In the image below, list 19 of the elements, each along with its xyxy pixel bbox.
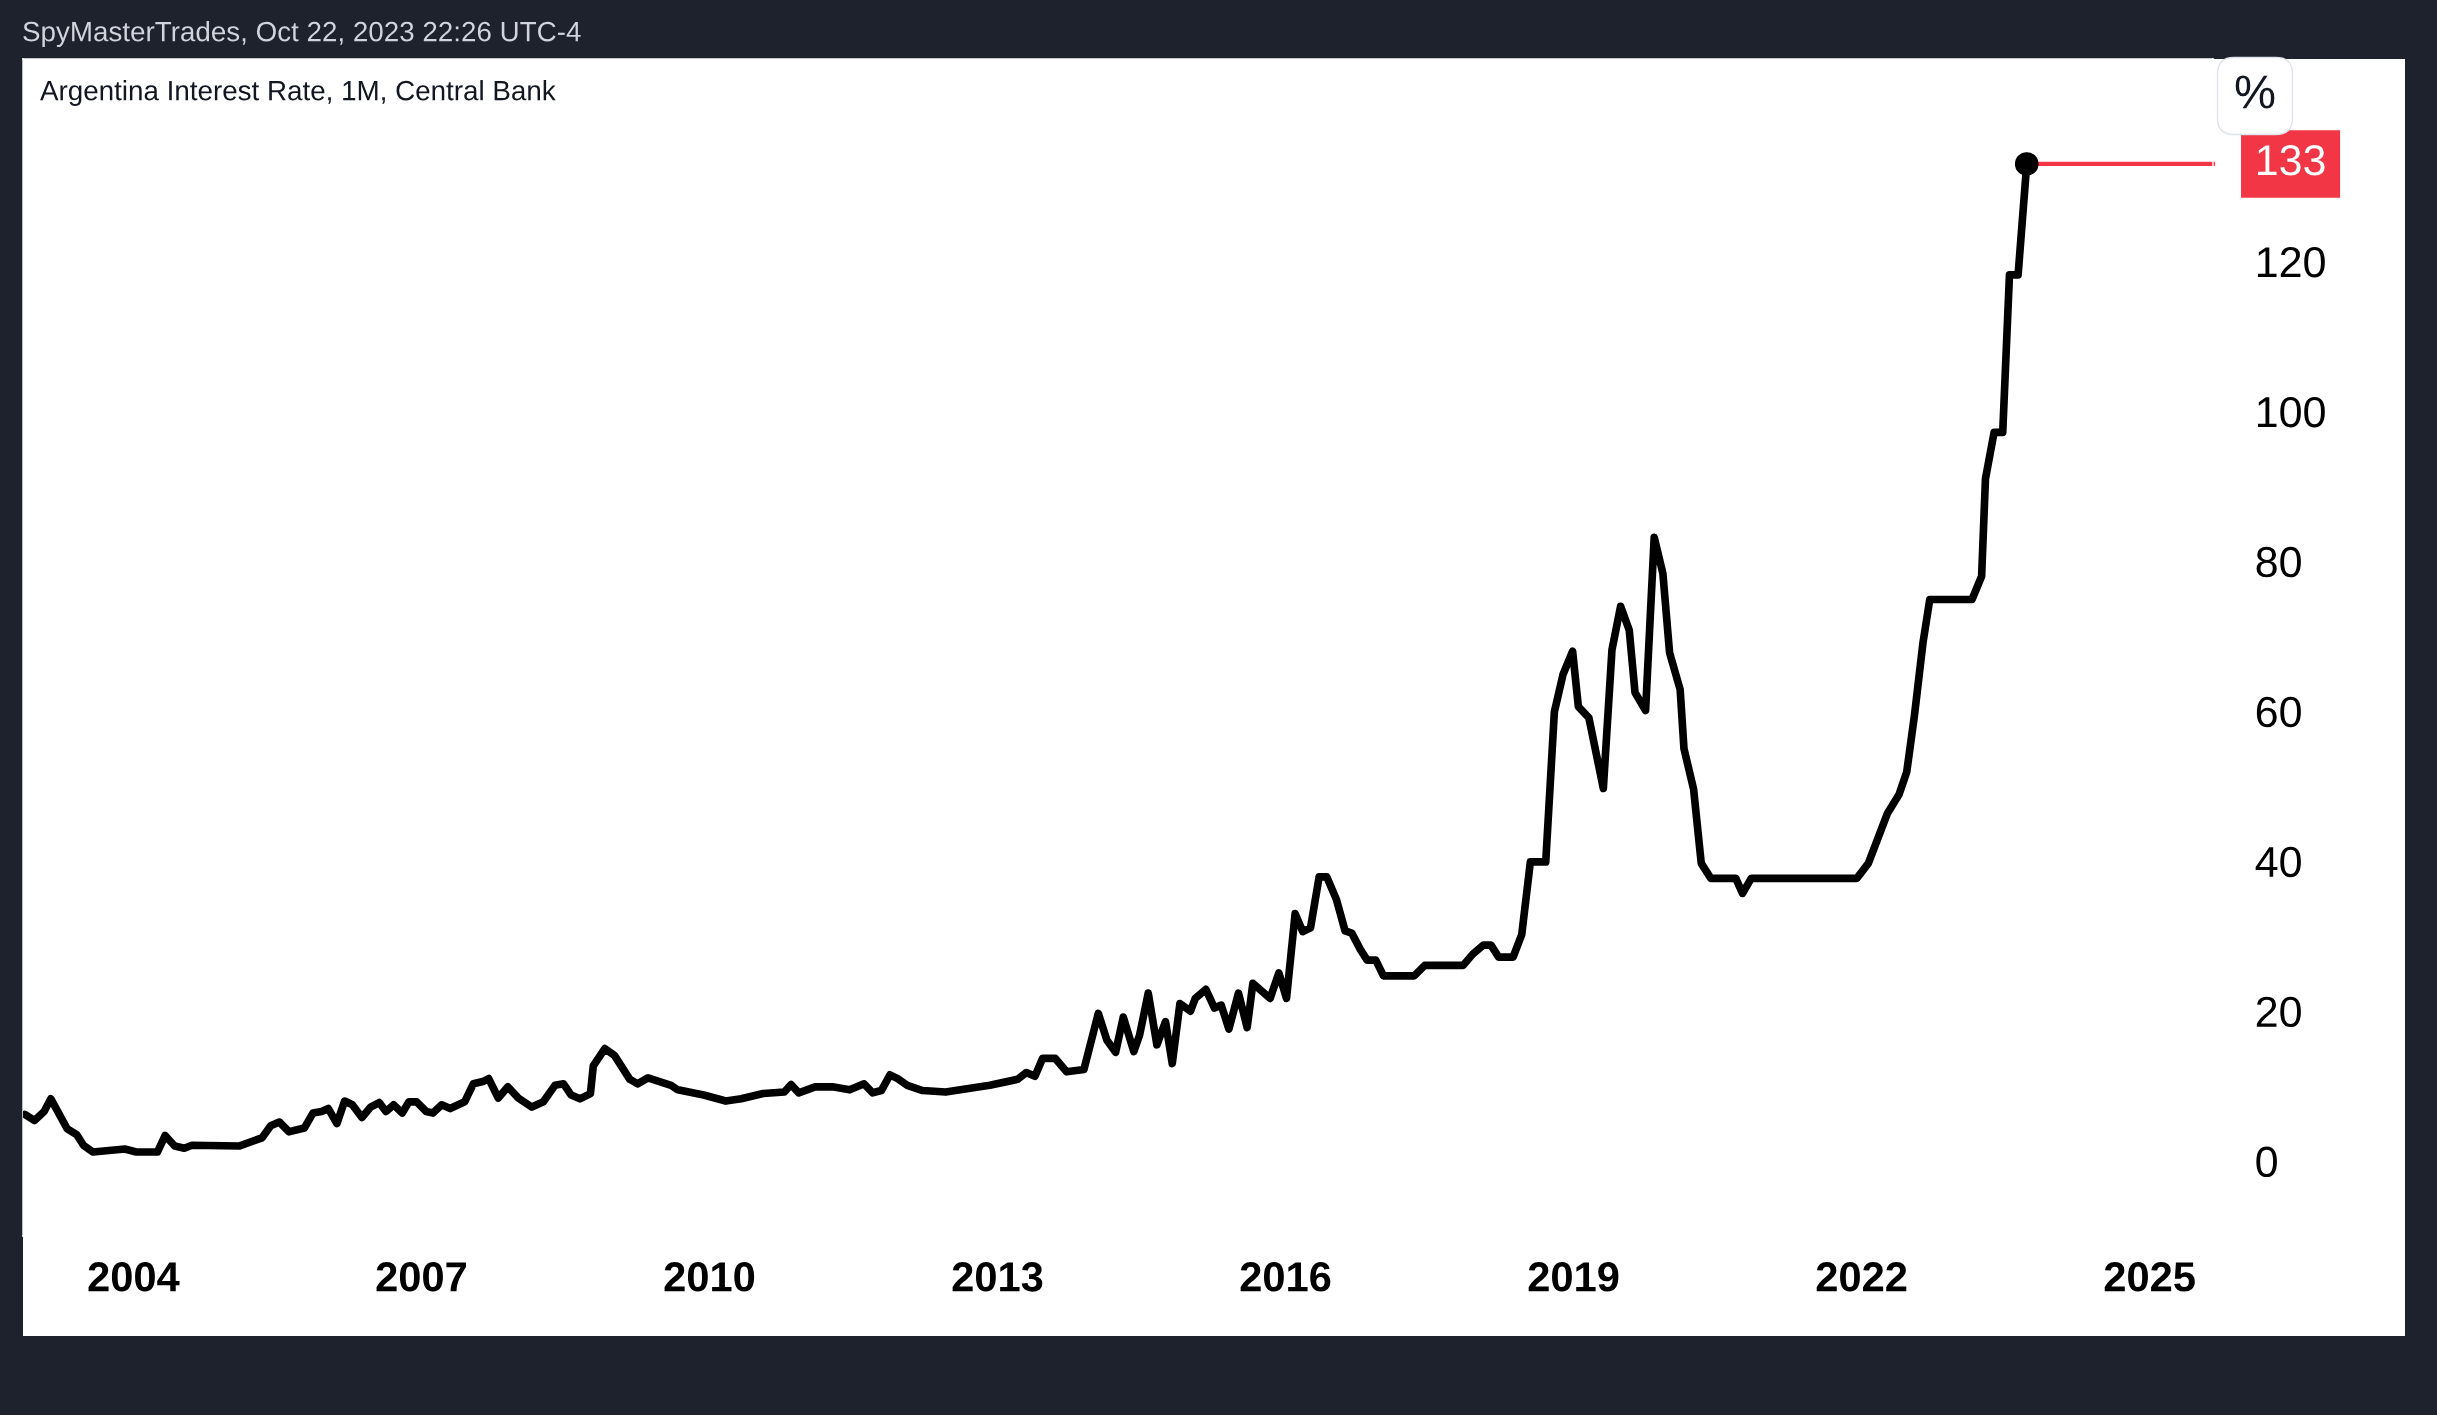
y-tick-label: 20	[2256, 996, 2301, 1028]
y-tick-label: 0	[2256, 1146, 2277, 1178]
x-tick-label: 2016	[1240, 1262, 1331, 1292]
text: SpyMasterTrades, Oct 22, 2023 22:26 UTC-4	[23, 21, 581, 47]
y-tick-label: 40	[2255, 846, 2301, 878]
x-tick-label: 2025	[2104, 1262, 2195, 1292]
x-tick-label: 2019	[1528, 1262, 1619, 1292]
y-axis-title: %	[2235, 75, 2275, 109]
ref-line-label: 133	[2257, 145, 2325, 176]
y-tick-label: 100	[2257, 396, 2325, 428]
x-tick-label: 2004	[88, 1262, 180, 1292]
x-tick-label: 2010	[664, 1262, 755, 1292]
x-tick-label: 2013	[952, 1262, 1043, 1292]
y-tick-label: 60	[2256, 696, 2301, 728]
y-tick-label: 120	[2257, 246, 2325, 278]
x-tick-label: 2007	[376, 1262, 466, 1292]
text: Argentina Interest Rate, 1M, Central Bank	[40, 80, 556, 106]
y-tick-label: 80	[2256, 546, 2301, 578]
x-tick-label: 2022	[1816, 1262, 1907, 1292]
